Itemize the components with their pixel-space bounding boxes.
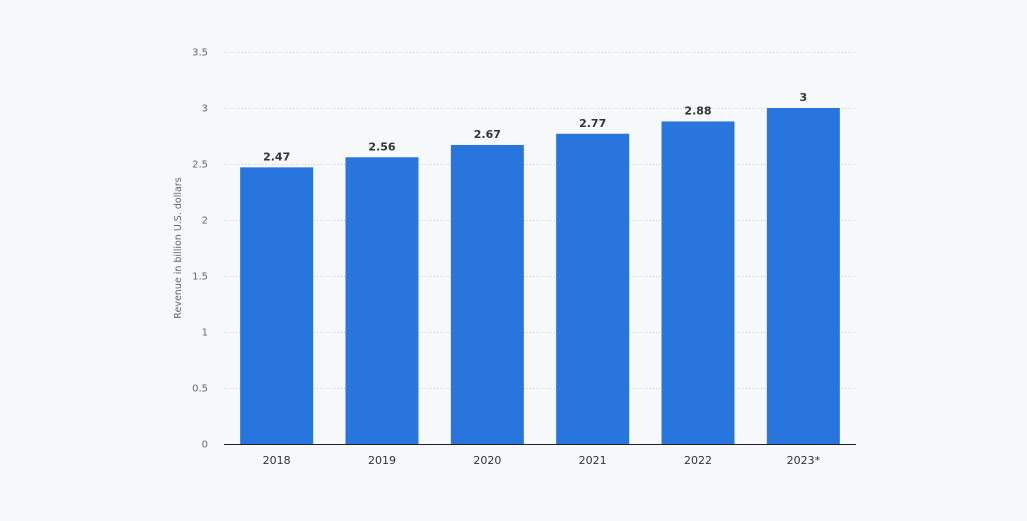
y-tick-label: 1.5 bbox=[192, 272, 208, 283]
x-tick-label: 2020 bbox=[473, 454, 501, 467]
y-axis-ticks: 0 0.5 1 1.5 2 2.5 3 3.5 bbox=[192, 48, 208, 451]
y-axis-title: Revenue in billion U.S. dollars bbox=[173, 177, 184, 318]
y-tick-label: 0 bbox=[202, 440, 208, 451]
y-tick-label: 2.5 bbox=[192, 160, 208, 171]
bar[interactable] bbox=[240, 167, 314, 445]
data-label: 2.67 bbox=[474, 128, 501, 141]
gridlines bbox=[224, 52, 856, 389]
y-tick-label: 2 bbox=[202, 216, 208, 227]
y-tick-label: 0.5 bbox=[192, 384, 208, 395]
y-tick-label: 1 bbox=[202, 328, 208, 339]
x-tick-label: 2023* bbox=[787, 454, 821, 467]
bar[interactable] bbox=[556, 133, 630, 444]
x-tick-label: 2021 bbox=[579, 454, 607, 467]
data-label: 2.77 bbox=[579, 117, 606, 130]
data-labels: 2.47 2.56 2.67 2.77 2.88 3 bbox=[263, 91, 807, 163]
bar[interactable] bbox=[766, 108, 840, 444]
bars bbox=[240, 108, 840, 445]
data-label: 2.88 bbox=[684, 104, 711, 117]
x-tick-label: 2022 bbox=[684, 454, 712, 467]
bar[interactable] bbox=[661, 121, 735, 444]
data-label: 2.47 bbox=[263, 150, 290, 163]
x-axis-ticks: 2018 2019 2020 2021 2022 2023* bbox=[263, 454, 821, 467]
x-tick-label: 2019 bbox=[368, 454, 396, 467]
x-tick-label: 2018 bbox=[263, 454, 291, 467]
y-tick-label: 3.5 bbox=[192, 48, 208, 59]
y-tick-label: 3 bbox=[202, 104, 208, 115]
data-label: 2.56 bbox=[368, 140, 395, 153]
bar[interactable] bbox=[450, 144, 524, 444]
data-label: 3 bbox=[800, 91, 808, 104]
bar[interactable] bbox=[345, 157, 419, 444]
